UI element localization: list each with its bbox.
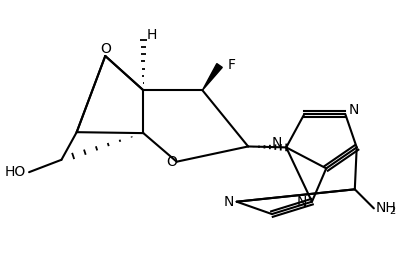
Text: NH: NH <box>376 201 396 215</box>
Text: N: N <box>348 103 359 117</box>
Text: N: N <box>223 195 234 209</box>
Polygon shape <box>203 64 222 90</box>
Text: 2: 2 <box>389 206 395 216</box>
Text: H: H <box>146 28 156 42</box>
Text: O: O <box>100 42 111 56</box>
Text: O: O <box>166 155 177 169</box>
Text: N: N <box>272 136 283 150</box>
Text: HO: HO <box>5 165 26 179</box>
Text: F: F <box>227 59 235 73</box>
Text: N: N <box>297 195 307 209</box>
